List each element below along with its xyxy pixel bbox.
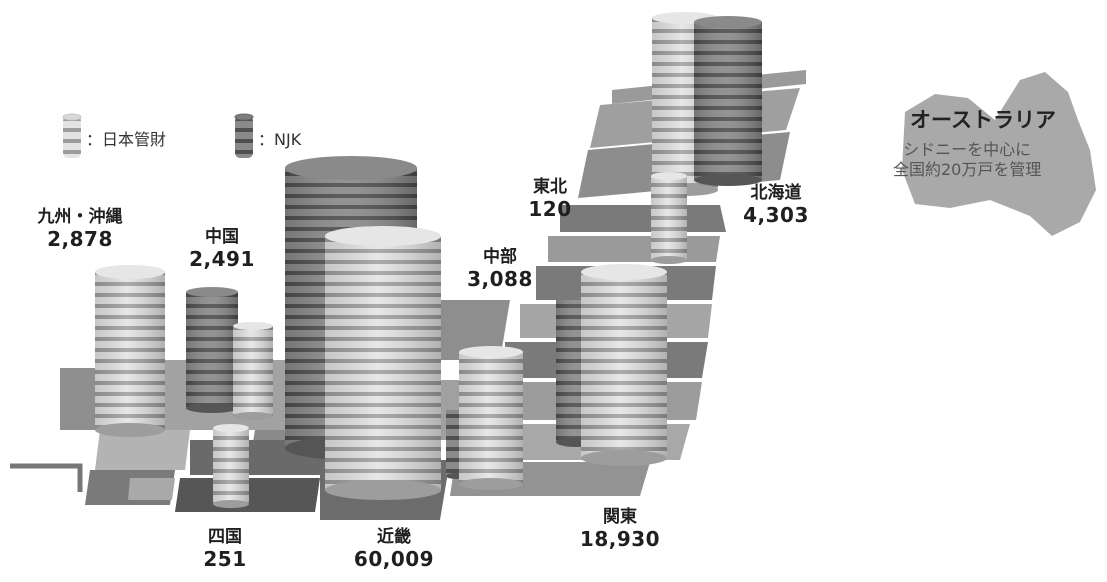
- building-kanto-nihon-kanzai: [581, 264, 667, 466]
- region-label-shikoku: 四国 251: [203, 527, 247, 571]
- australia-desc-line2: 全国約20万戸を管理: [893, 160, 1042, 179]
- region-value-kinki: 60,009: [353, 546, 435, 571]
- region-value-kyushu: 2,878: [47, 226, 113, 251]
- region-name-kyushu: 九州・沖縄: [37, 207, 123, 227]
- region-name-chubu: 中部: [482, 247, 517, 267]
- region-value-chugoku: 2,491: [189, 246, 255, 271]
- australia-desc-line1: シドニーを中心に: [903, 140, 1032, 159]
- building-chubu-nihon-kanzai: [459, 346, 523, 490]
- region-label-kyushu: 九州・沖縄 2,878: [37, 207, 123, 251]
- region-name-shikoku: 四国: [208, 527, 242, 547]
- region-label-kinki: 近畿 60,009: [353, 527, 435, 571]
- region-value-tohoku: 120: [528, 196, 572, 221]
- building-chugoku-njk: [186, 287, 238, 413]
- region-label-chugoku: 中国 2,491: [189, 227, 255, 271]
- region-name-kinki: 近畿: [377, 527, 411, 547]
- building-shikoku-nihon-kanzai: [213, 424, 249, 508]
- region-name-chugoku: 中国: [204, 227, 239, 247]
- building-hokkaido-njk: [694, 16, 762, 186]
- australia-shape: [902, 72, 1096, 236]
- region-name-tohoku: 東北: [533, 177, 567, 197]
- region-name-hokkaido: 北海道: [750, 183, 802, 203]
- region-value-hokkaido: 4,303: [743, 202, 809, 227]
- region-name-kanto: 関東: [603, 507, 637, 527]
- region-label-hokkaido: 北海道 4,303: [743, 183, 809, 227]
- region-value-shikoku: 251: [203, 546, 247, 571]
- legend-icon-nihon-kanzai: [62, 113, 82, 158]
- legend-label-njk: ：NJK: [258, 130, 302, 149]
- building-tohoku-nihon-kanzai: [651, 172, 687, 264]
- region-value-chubu: 3,088: [467, 266, 533, 291]
- buildings: [95, 12, 762, 508]
- building-kinki-nihon-kanzai: [325, 226, 441, 500]
- building-chugoku-nihon-kanzai: [233, 322, 273, 420]
- region-label-kanto: 関東 18,930: [579, 507, 661, 551]
- australia-description: シドニーを中心に 全国約20万戸を管理: [893, 140, 1041, 180]
- legend-label-nihon-kanzai: ：日本管財: [86, 130, 167, 149]
- australia-title: オーストラリア: [910, 108, 1056, 132]
- building-kyushu-nihon-kanzai: [95, 265, 165, 437]
- region-label-chubu: 中部 3,088: [467, 247, 533, 291]
- region-value-kanto: 18,930: [579, 526, 661, 551]
- legend-icon-njk: [234, 113, 254, 158]
- region-label-tohoku: 東北 120: [528, 177, 572, 221]
